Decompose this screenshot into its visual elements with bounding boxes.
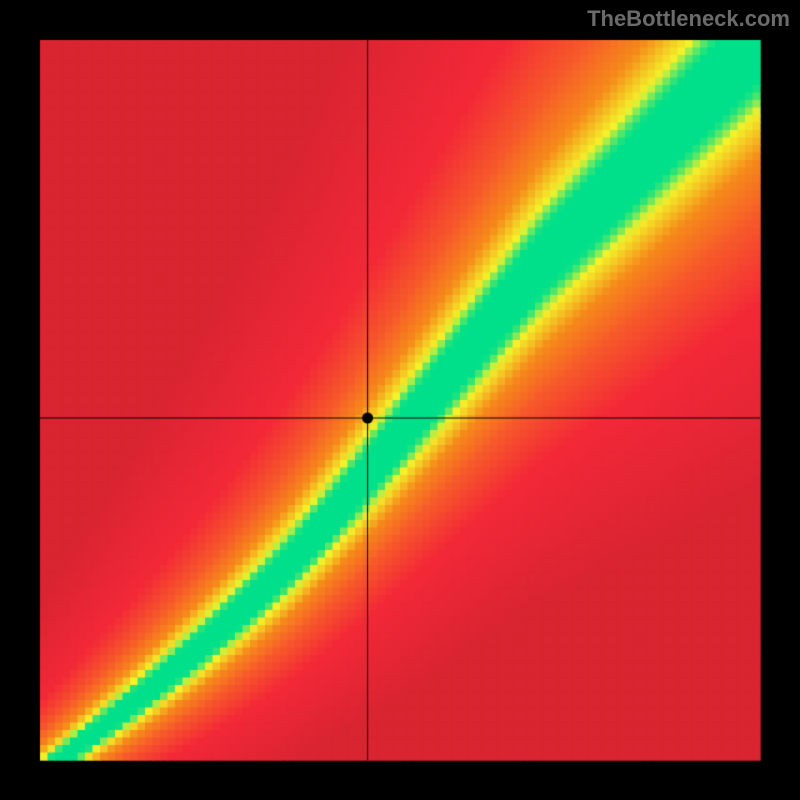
bottleneck-heatmap xyxy=(0,0,800,800)
chart-container: TheBottleneck.com xyxy=(0,0,800,800)
watermark-text: TheBottleneck.com xyxy=(587,6,790,32)
